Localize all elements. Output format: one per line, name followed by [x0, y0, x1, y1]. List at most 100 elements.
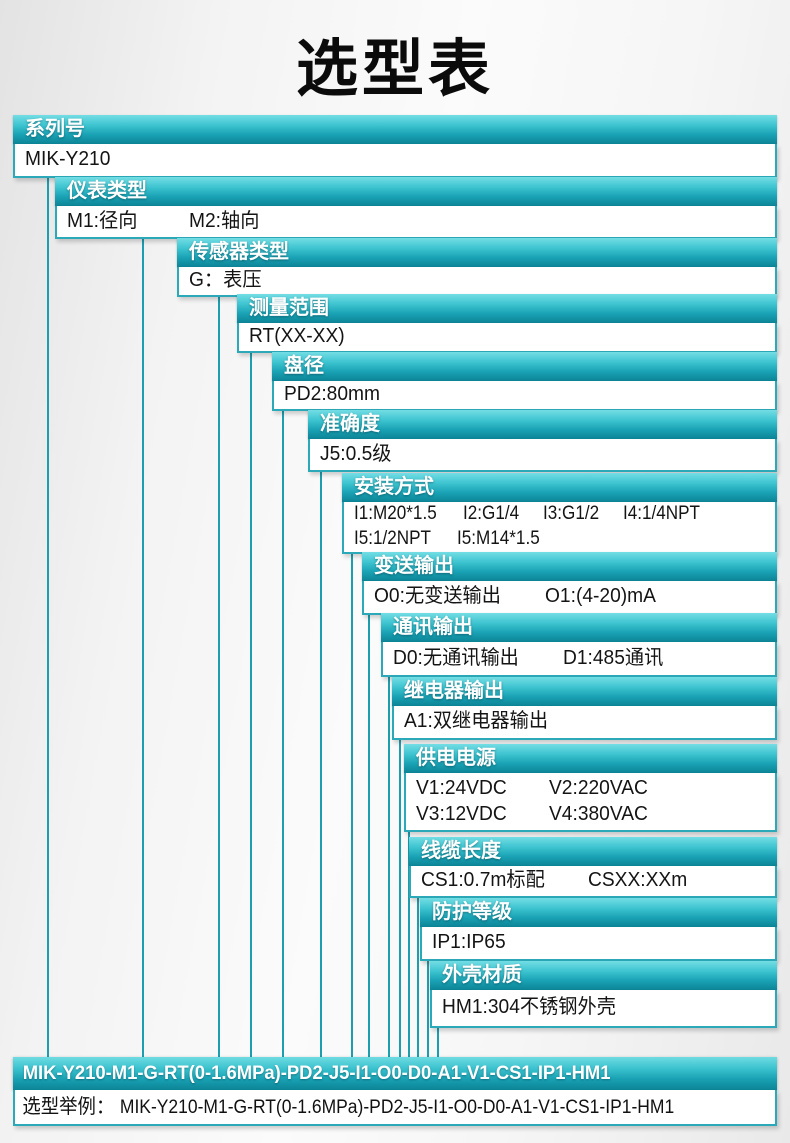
- section-housing-material: 外壳材质 HM1:304不锈钢外壳: [430, 961, 777, 1028]
- section-series: 系列号 MIK-Y210: [13, 115, 777, 178]
- section-label: 仪表类型: [67, 180, 147, 202]
- connector-line-comm-out: [388, 675, 390, 1057]
- section-protection-rating-header: 防护等级: [420, 898, 777, 927]
- option-text: I1:M20*1.5: [354, 503, 437, 524]
- option-text: V1:24VDC: [416, 776, 507, 799]
- section-range: 测量范围 RT(XX-XX): [237, 294, 777, 353]
- option-text: I2:G1/4: [463, 503, 520, 524]
- section-meter-type-header: 仪表类型: [55, 177, 777, 206]
- section-power-supply: 供电电源 V1:24VDC V2:220VAC V3:12VDC V4:380V…: [404, 744, 777, 832]
- section-transmit-output: 变送输出 O0:无变送输出 O1:(4-20)mA: [362, 552, 777, 615]
- section-label: 系列号: [25, 118, 85, 140]
- section-label: 准确度: [320, 413, 380, 435]
- example-code-bar: 选型举例： MIK-Y210-M1-G-RT(0-1.6MPa)-PD2-J5-I…: [13, 1090, 777, 1126]
- section-mounting-value: I1:M20*1.5 I2:G1/4 I3:G1/2 I4:1/4NPT I5:…: [342, 502, 777, 554]
- option-text: J5:0.5级: [320, 442, 392, 465]
- section-cable-length-header: 线缆长度: [409, 837, 777, 866]
- option-text: A1:双继电器输出: [404, 710, 549, 732]
- section-transmit-output-value: O0:无变送输出 O1:(4-20)mA: [362, 581, 777, 615]
- section-series-value: MIK-Y210: [13, 144, 777, 178]
- connector-line-power: [408, 830, 410, 1057]
- section-label: 盘径: [284, 355, 324, 377]
- connector-line-sensor-type: [218, 295, 220, 1057]
- section-label: 供电电源: [416, 747, 496, 769]
- option-text: V3:12VDC: [416, 802, 507, 825]
- example-code-text: MIK-Y210-M1-G-RT(0-1.6MPa)-PD2-J5-I1-O0-…: [119, 1097, 675, 1118]
- option-text: MIK-Y210: [25, 148, 111, 170]
- model-code-text: MIK-Y210-M1-G-RT(0-1.6MPa)-PD2-J5-I1-O0-…: [22, 1063, 611, 1084]
- option-text: RT(XX-XX): [249, 325, 345, 347]
- section-label: 继电器输出: [404, 680, 504, 702]
- section-mounting: 安装方式 I1:M20*1.5 I2:G1/4 I3:G1/2 I4:1/4NP…: [342, 473, 777, 554]
- section-mounting-header: 安装方式: [342, 473, 777, 502]
- section-cable-length: 线缆长度 CS1:0.7m标配 CSXX:XXm: [409, 837, 777, 898]
- section-dial-diameter-header: 盘径: [272, 352, 777, 381]
- section-label: 线缆长度: [421, 840, 501, 862]
- section-accuracy: 准确度 J5:0.5级: [308, 410, 777, 472]
- section-range-header: 测量范围: [237, 294, 777, 323]
- section-relay-output-header: 继电器输出: [392, 677, 777, 706]
- option-text: I5:1/2NPT: [354, 528, 431, 549]
- section-protection-rating: 防护等级 IP1:IP65: [420, 898, 777, 961]
- section-accuracy-header: 准确度: [308, 410, 777, 439]
- section-dial-diameter: 盘径 PD2:80mm: [272, 352, 777, 411]
- option-text: G：表压: [189, 269, 262, 291]
- section-label: 通讯输出: [393, 616, 473, 638]
- section-relay-output-value: A1:双继电器输出: [392, 706, 777, 740]
- connector-line-mounting: [351, 552, 353, 1057]
- section-power-supply-value: V1:24VDC V2:220VAC V3:12VDC V4:380VAC: [404, 773, 777, 832]
- section-cable-length-value: CS1:0.7m标配 CSXX:XXm: [409, 866, 777, 898]
- option-text: CSXX:XXm: [588, 869, 688, 891]
- section-label: 防护等级: [432, 901, 512, 923]
- option-text: CS1:0.7m标配: [421, 869, 545, 891]
- section-comm-output-header: 通讯输出: [381, 613, 777, 642]
- option-text: O1:(4-20)mA: [544, 585, 656, 607]
- option-text: PD2:80mm: [284, 383, 381, 405]
- connector-line-housing: [437, 1026, 439, 1057]
- section-label: 变送输出: [374, 555, 454, 577]
- section-label: 安装方式: [354, 476, 434, 498]
- section-label: 外壳材质: [442, 964, 522, 986]
- option-text: I3:G1/2: [543, 503, 600, 524]
- section-power-supply-header: 供电电源: [404, 744, 777, 773]
- option-text: I5:M14*1.5: [457, 528, 540, 549]
- section-label: 传感器类型: [189, 241, 289, 263]
- connector-line-transmit-out: [368, 613, 370, 1057]
- section-sensor-type-value: G：表压: [177, 267, 777, 297]
- connector-line-range: [250, 351, 252, 1057]
- section-accuracy-value: J5:0.5级: [308, 439, 777, 472]
- connector-line-series: [47, 176, 49, 1057]
- page-title: 选型表: [295, 35, 494, 104]
- option-text: D0:无通讯输出: [393, 646, 519, 669]
- option-text: V4:380VAC: [548, 802, 648, 825]
- connector-line-dial: [282, 409, 284, 1057]
- connector-line-meter-type: [142, 237, 144, 1057]
- section-protection-rating-value: IP1:IP65: [420, 927, 777, 961]
- section-housing-material-header: 外壳材质: [430, 961, 777, 990]
- section-comm-output: 通讯输出 D0:无通讯输出 D1:485通讯: [381, 613, 777, 677]
- section-series-header: 系列号: [13, 115, 777, 144]
- section-transmit-output-header: 变送输出: [362, 552, 777, 581]
- example-label: 选型举例：: [22, 1096, 115, 1118]
- connector-line-relay-out: [399, 738, 401, 1057]
- option-text: M2:轴向: [188, 209, 260, 232]
- section-range-value: RT(XX-XX): [237, 323, 777, 353]
- option-text: IP1:IP65: [432, 931, 506, 953]
- section-housing-material-value: HM1:304不锈钢外壳: [430, 990, 777, 1028]
- model-code-bar: MIK-Y210-M1-G-RT(0-1.6MPa)-PD2-J5-I1-O0-…: [13, 1057, 777, 1090]
- section-sensor-type-header: 传感器类型: [177, 238, 777, 267]
- option-text: HM1:304不锈钢外壳: [442, 996, 616, 1018]
- connector-line-accuracy: [320, 470, 322, 1057]
- section-meter-type: 仪表类型 M1:径向 M2:轴向: [55, 177, 777, 239]
- section-relay-output: 继电器输出 A1:双继电器输出: [392, 677, 777, 740]
- option-text: I4:1/4NPT: [622, 503, 700, 524]
- option-text: O0:无变送输出: [374, 585, 501, 607]
- section-meter-type-value: M1:径向 M2:轴向: [55, 206, 777, 239]
- connector-line-cable: [417, 896, 419, 1057]
- connector-line-protection: [427, 959, 429, 1057]
- section-label: 测量范围: [249, 297, 329, 319]
- option-text: D1:485通讯: [562, 646, 663, 669]
- section-sensor-type: 传感器类型 G：表压: [177, 238, 777, 297]
- section-comm-output-value: D0:无通讯输出 D1:485通讯: [381, 642, 777, 677]
